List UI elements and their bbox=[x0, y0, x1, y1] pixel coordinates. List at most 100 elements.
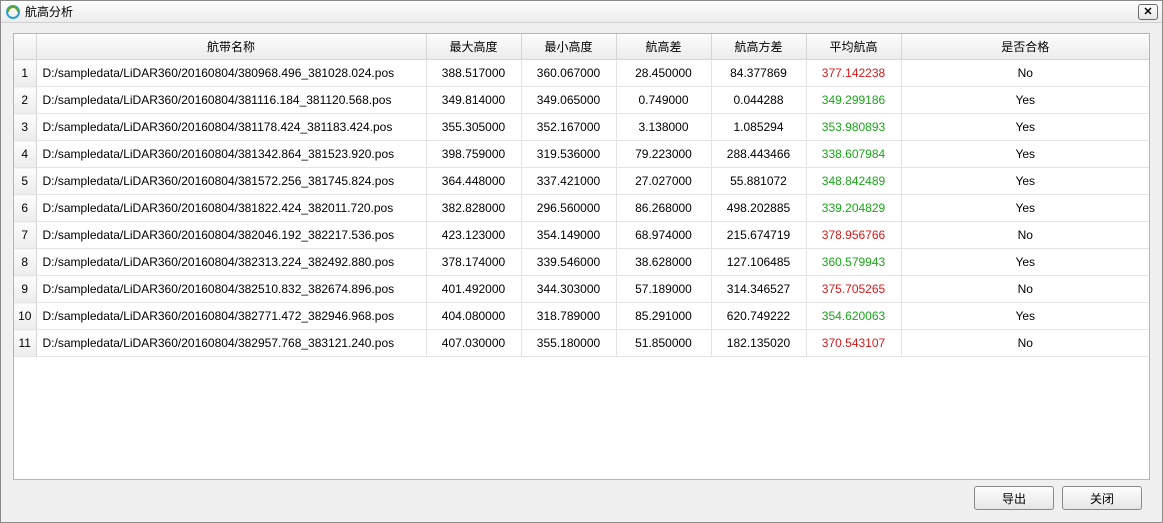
row-index: 11 bbox=[14, 330, 36, 357]
cell-pass: Yes bbox=[901, 114, 1149, 141]
cell-name: D:/sampledata/LiDAR360/20160804/381572.2… bbox=[36, 168, 426, 195]
cell-name: D:/sampledata/LiDAR360/20160804/381116.1… bbox=[36, 87, 426, 114]
cell-min: 355.180000 bbox=[521, 330, 616, 357]
col-header-avg[interactable]: 平均航高 bbox=[806, 34, 901, 60]
cell-avg: 377.142238 bbox=[806, 60, 901, 87]
app-logo-icon bbox=[5, 4, 21, 20]
cell-avg: 378.956766 bbox=[806, 222, 901, 249]
window-title: 航高分析 bbox=[25, 3, 1138, 20]
cell-var: 215.674719 bbox=[711, 222, 806, 249]
cell-var: 498.202885 bbox=[711, 195, 806, 222]
cell-name: D:/sampledata/LiDAR360/20160804/381822.4… bbox=[36, 195, 426, 222]
cell-avg: 339.204829 bbox=[806, 195, 901, 222]
cell-diff: 0.749000 bbox=[616, 87, 711, 114]
data-table: 航带名称 最大高度 最小高度 航高差 航高方差 平均航高 是否合格 1D:/sa… bbox=[14, 34, 1149, 357]
table-header-row: 航带名称 最大高度 最小高度 航高差 航高方差 平均航高 是否合格 bbox=[14, 34, 1149, 60]
cell-avg: 375.705265 bbox=[806, 276, 901, 303]
cell-diff: 68.974000 bbox=[616, 222, 711, 249]
cell-diff: 28.450000 bbox=[616, 60, 711, 87]
cell-diff: 86.268000 bbox=[616, 195, 711, 222]
cell-max: 404.080000 bbox=[426, 303, 521, 330]
table-row[interactable]: 1D:/sampledata/LiDAR360/20160804/380968.… bbox=[14, 60, 1149, 87]
cell-var: 182.135020 bbox=[711, 330, 806, 357]
cell-pass: No bbox=[901, 330, 1149, 357]
cell-var: 84.377869 bbox=[711, 60, 806, 87]
cell-max: 423.123000 bbox=[426, 222, 521, 249]
row-index: 5 bbox=[14, 168, 36, 195]
cell-name: D:/sampledata/LiDAR360/20160804/381178.4… bbox=[36, 114, 426, 141]
cell-min: 354.149000 bbox=[521, 222, 616, 249]
cell-pass: No bbox=[901, 276, 1149, 303]
titlebar: 航高分析 ✕ bbox=[1, 1, 1162, 23]
col-header-pass[interactable]: 是否合格 bbox=[901, 34, 1149, 60]
cell-var: 620.749222 bbox=[711, 303, 806, 330]
cell-avg: 348.842489 bbox=[806, 168, 901, 195]
cell-diff: 85.291000 bbox=[616, 303, 711, 330]
cell-pass: No bbox=[901, 60, 1149, 87]
col-header-rownum[interactable] bbox=[14, 34, 36, 60]
table-row[interactable]: 6D:/sampledata/LiDAR360/20160804/381822.… bbox=[14, 195, 1149, 222]
table-row[interactable]: 4D:/sampledata/LiDAR360/20160804/381342.… bbox=[14, 141, 1149, 168]
close-icon[interactable]: ✕ bbox=[1138, 4, 1158, 20]
cell-pass: Yes bbox=[901, 249, 1149, 276]
cell-avg: 338.607984 bbox=[806, 141, 901, 168]
cell-var: 288.443466 bbox=[711, 141, 806, 168]
cell-min: 344.303000 bbox=[521, 276, 616, 303]
table-row[interactable]: 10D:/sampledata/LiDAR360/20160804/382771… bbox=[14, 303, 1149, 330]
row-index: 2 bbox=[14, 87, 36, 114]
row-index: 6 bbox=[14, 195, 36, 222]
cell-name: D:/sampledata/LiDAR360/20160804/382313.2… bbox=[36, 249, 426, 276]
cell-var: 127.106485 bbox=[711, 249, 806, 276]
cell-max: 355.305000 bbox=[426, 114, 521, 141]
table-row[interactable]: 3D:/sampledata/LiDAR360/20160804/381178.… bbox=[14, 114, 1149, 141]
cell-max: 378.174000 bbox=[426, 249, 521, 276]
export-button[interactable]: 导出 bbox=[974, 486, 1054, 510]
row-index: 10 bbox=[14, 303, 36, 330]
cell-min: 319.536000 bbox=[521, 141, 616, 168]
col-header-diff[interactable]: 航高差 bbox=[616, 34, 711, 60]
col-header-max[interactable]: 最大高度 bbox=[426, 34, 521, 60]
col-header-min[interactable]: 最小高度 bbox=[521, 34, 616, 60]
row-index: 7 bbox=[14, 222, 36, 249]
table-row[interactable]: 9D:/sampledata/LiDAR360/20160804/382510.… bbox=[14, 276, 1149, 303]
cell-var: 314.346527 bbox=[711, 276, 806, 303]
cell-avg: 370.543107 bbox=[806, 330, 901, 357]
cell-pass: Yes bbox=[901, 168, 1149, 195]
cell-pass: Yes bbox=[901, 87, 1149, 114]
table-row[interactable]: 5D:/sampledata/LiDAR360/20160804/381572.… bbox=[14, 168, 1149, 195]
cell-name: D:/sampledata/LiDAR360/20160804/382771.4… bbox=[36, 303, 426, 330]
cell-name: D:/sampledata/LiDAR360/20160804/382046.1… bbox=[36, 222, 426, 249]
col-header-var[interactable]: 航高方差 bbox=[711, 34, 806, 60]
cell-diff: 79.223000 bbox=[616, 141, 711, 168]
cell-diff: 38.628000 bbox=[616, 249, 711, 276]
cell-max: 382.828000 bbox=[426, 195, 521, 222]
cell-avg: 353.980893 bbox=[806, 114, 901, 141]
cell-min: 360.067000 bbox=[521, 60, 616, 87]
col-header-name[interactable]: 航带名称 bbox=[36, 34, 426, 60]
cell-var: 1.085294 bbox=[711, 114, 806, 141]
cell-avg: 349.299186 bbox=[806, 87, 901, 114]
cell-diff: 57.189000 bbox=[616, 276, 711, 303]
cell-var: 0.044288 bbox=[711, 87, 806, 114]
row-index: 1 bbox=[14, 60, 36, 87]
cell-name: D:/sampledata/LiDAR360/20160804/380968.4… bbox=[36, 60, 426, 87]
table-row[interactable]: 2D:/sampledata/LiDAR360/20160804/381116.… bbox=[14, 87, 1149, 114]
row-index: 8 bbox=[14, 249, 36, 276]
table-row[interactable]: 11D:/sampledata/LiDAR360/20160804/382957… bbox=[14, 330, 1149, 357]
dialog-body: 航带名称 最大高度 最小高度 航高差 航高方差 平均航高 是否合格 1D:/sa… bbox=[1, 23, 1162, 522]
cell-max: 349.814000 bbox=[426, 87, 521, 114]
cell-diff: 3.138000 bbox=[616, 114, 711, 141]
cell-min: 339.546000 bbox=[521, 249, 616, 276]
cell-avg: 354.620063 bbox=[806, 303, 901, 330]
cell-pass: Yes bbox=[901, 195, 1149, 222]
table-row[interactable]: 8D:/sampledata/LiDAR360/20160804/382313.… bbox=[14, 249, 1149, 276]
cell-name: D:/sampledata/LiDAR360/20160804/382510.8… bbox=[36, 276, 426, 303]
cell-diff: 27.027000 bbox=[616, 168, 711, 195]
cell-max: 364.448000 bbox=[426, 168, 521, 195]
cell-var: 55.881072 bbox=[711, 168, 806, 195]
dialog-footer: 导出 关闭 bbox=[13, 480, 1150, 516]
close-button[interactable]: 关闭 bbox=[1062, 486, 1142, 510]
cell-min: 296.560000 bbox=[521, 195, 616, 222]
cell-min: 352.167000 bbox=[521, 114, 616, 141]
table-row[interactable]: 7D:/sampledata/LiDAR360/20160804/382046.… bbox=[14, 222, 1149, 249]
